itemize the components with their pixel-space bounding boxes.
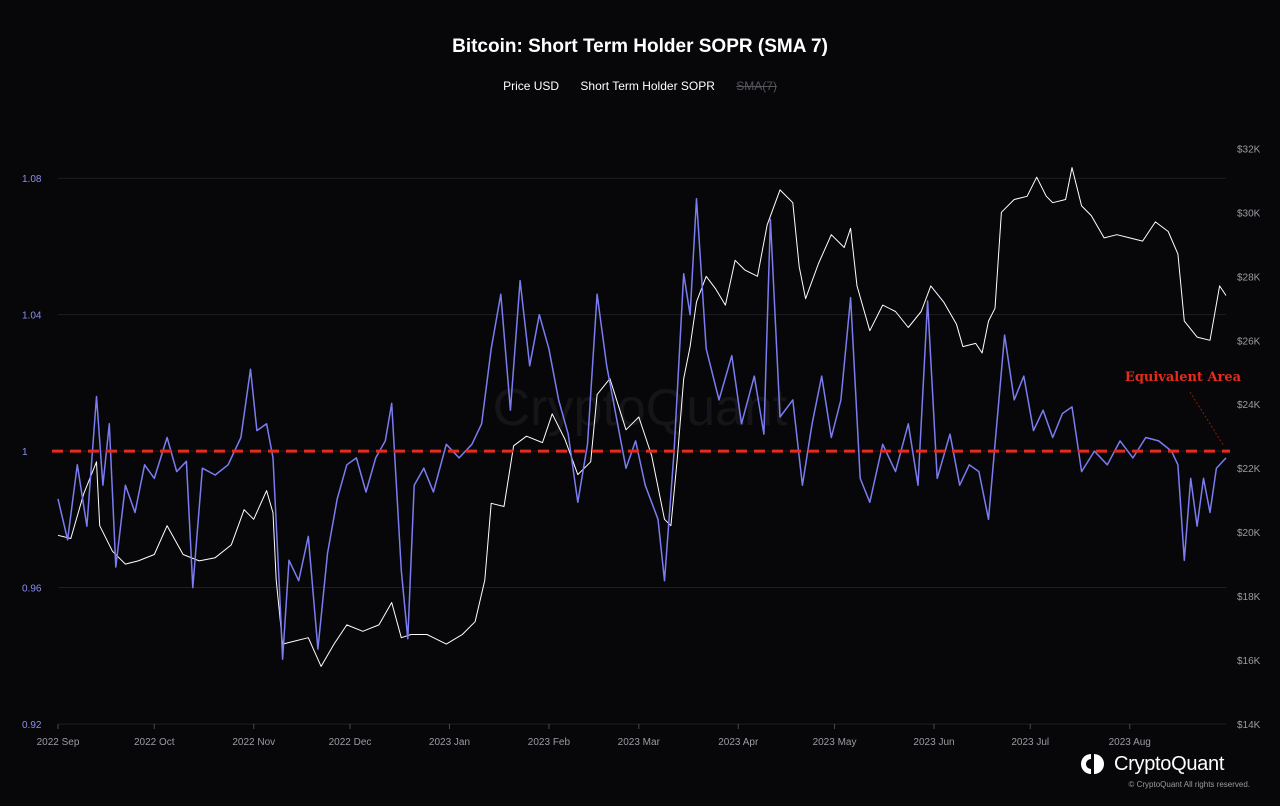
brand-logo: CryptoQuant <box>1080 751 1224 777</box>
x-tick-label: 2023 Jan <box>429 737 470 748</box>
x-tick-label: 2022 Sep <box>37 737 80 748</box>
right-tick-label: $24K <box>1237 400 1261 411</box>
right-tick-label: $30K <box>1237 208 1261 219</box>
right-tick-label: $20K <box>1237 528 1261 539</box>
x-tick-label: 2022 Oct <box>134 737 175 748</box>
left-tick-label: 0.92 <box>22 720 42 731</box>
cryptoquant-logo-icon <box>1081 754 1104 774</box>
series-layer <box>57 167 1227 667</box>
x-tick-label: 2023 Jun <box>913 737 954 748</box>
left-tick-label: 1 <box>22 447 28 458</box>
x-tick-label: 2023 Feb <box>528 737 571 748</box>
legend: Price USD Short Term Holder SOPR SMA(7) <box>0 79 1280 93</box>
brand-name: CryptoQuant <box>1114 752 1225 775</box>
price-usd-line <box>57 167 1227 667</box>
x-tick-label: 2023 May <box>813 737 857 748</box>
right-tick-label: $28K <box>1237 272 1261 283</box>
left-tick-label: 0.96 <box>22 584 42 595</box>
right-y-axis: $14K $16K $18K $20K $22K $24K $26K $28K $30K $32K <box>1237 144 1261 731</box>
right-tick-label: $14K <box>1237 720 1261 731</box>
legend-item-sopr[interactable]: Short Term Holder SOPR <box>580 79 715 93</box>
watermark: CryptoQuant <box>493 379 788 437</box>
right-tick-label: $26K <box>1237 336 1261 347</box>
right-tick-label: $32K <box>1237 144 1261 155</box>
left-tick-label: 1.08 <box>22 174 42 185</box>
legend-item-sma[interactable]: SMA(7) <box>736 79 777 93</box>
annotation-pointer <box>1189 391 1225 447</box>
right-tick-label: $16K <box>1237 656 1261 667</box>
x-tick-label: 2022 Dec <box>329 737 372 748</box>
copyright-text: © CryptoQuant All rights reserved. <box>1128 780 1251 789</box>
right-tick-label: $22K <box>1237 464 1261 475</box>
x-axis: 2022 Sep 2022 Oct 2022 Nov 2022 Dec 2023 Jan… <box>37 724 1151 748</box>
x-tick-label: 2023 Jul <box>1011 737 1049 748</box>
reference-layer <box>52 391 1230 453</box>
equivalent-area-annotation: Equivalent Area <box>1125 370 1242 385</box>
left-tick-label: 1.04 <box>22 311 42 322</box>
x-tick-label: 2022 Nov <box>232 737 275 748</box>
x-tick-label: 2023 Apr <box>718 737 759 748</box>
x-tick-label: 2023 Aug <box>1109 737 1151 748</box>
sopr-line <box>57 197 1227 660</box>
left-y-axis: 0.92 0.96 1 1.04 1.08 <box>22 174 42 731</box>
x-tick-label: 2023 Mar <box>618 737 661 748</box>
chart-title: Bitcoin: Short Term Holder SOPR (SMA 7) <box>452 36 828 57</box>
right-tick-label: $18K <box>1237 592 1261 603</box>
legend-item-price[interactable]: Price USD <box>503 79 560 93</box>
